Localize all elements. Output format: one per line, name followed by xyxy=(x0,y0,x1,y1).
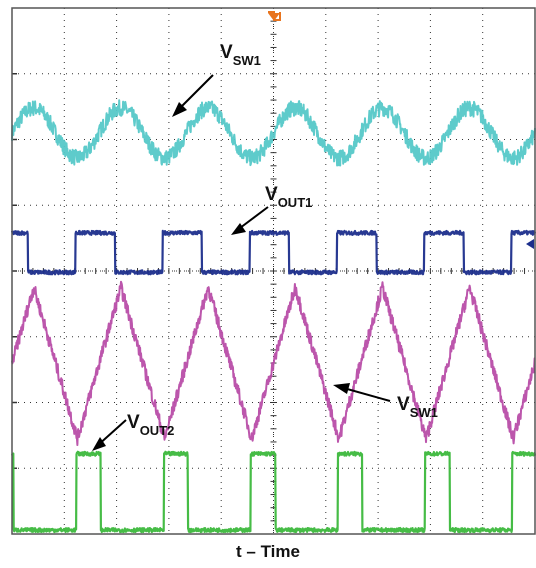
label-vout2: VOUT2 xyxy=(92,412,174,451)
arrowhead-vsw1-mid xyxy=(333,383,350,394)
trigger-marker xyxy=(268,11,281,21)
plot-background xyxy=(0,0,536,540)
arrowhead-vout2 xyxy=(92,437,106,451)
arrowhead-vout1 xyxy=(231,223,246,235)
label-vsw1-mid: VSW1 xyxy=(333,383,438,420)
plot-frame xyxy=(11,7,536,535)
grid xyxy=(11,7,536,535)
arrowhead-vsw1-top xyxy=(172,102,187,117)
svg-text:VSW1: VSW1 xyxy=(220,42,261,68)
svg-text:VOUT2: VOUT2 xyxy=(127,412,174,438)
arrow-vsw1-mid xyxy=(339,386,391,402)
ref-marker xyxy=(526,239,534,249)
svg-text:VOUT1: VOUT1 xyxy=(265,184,312,210)
oscilloscope-plot: VSW1 VOUT1 VSW1 VOUT2 xyxy=(0,0,536,540)
label-vsw1-top: VSW1 xyxy=(172,42,261,117)
trace-vsw1-top xyxy=(11,99,536,167)
trace-vsw1-mid xyxy=(11,280,536,446)
label-vout1: VOUT1 xyxy=(231,184,312,235)
traces xyxy=(10,99,536,534)
trace-vout1 xyxy=(10,229,536,276)
annotations: VSW1 VOUT1 VSW1 VOUT2 xyxy=(92,42,438,451)
trace-vout2 xyxy=(10,450,536,534)
svg-text:VSW1: VSW1 xyxy=(397,394,438,420)
x-axis-label: t – Time xyxy=(236,542,300,561)
